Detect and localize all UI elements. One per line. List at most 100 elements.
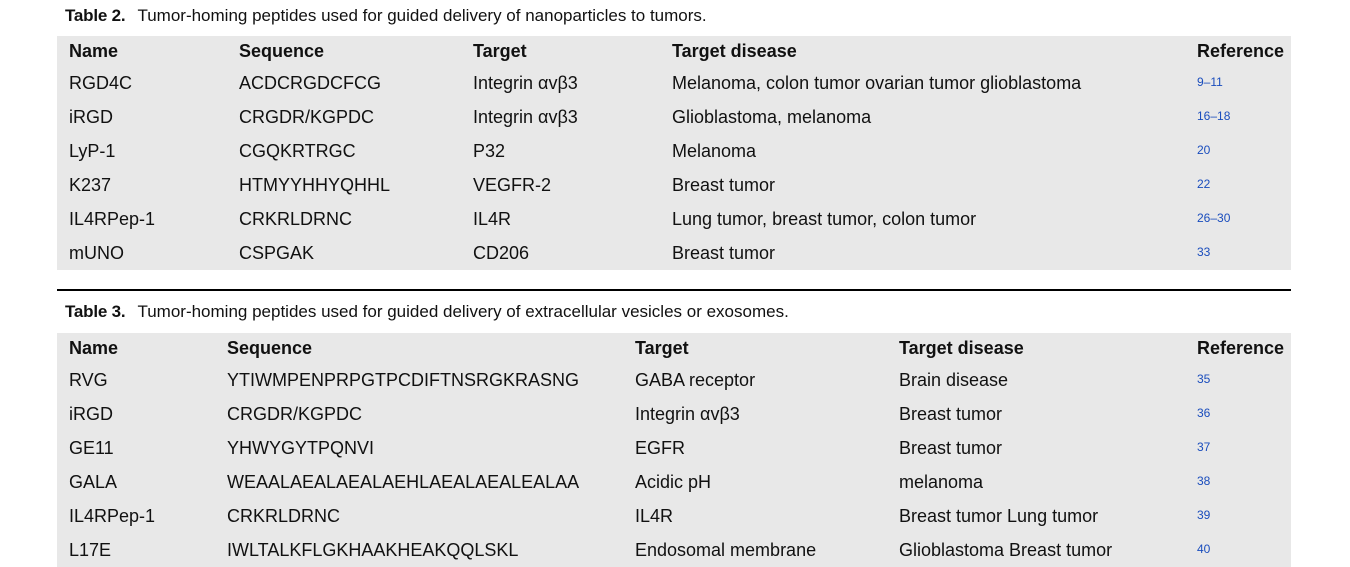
table-row: RGD4C ACDCRGDCFCG Integrin αvβ3 Melanoma, c… <box>57 66 1291 100</box>
table-row: IL4RPep-1 CRKRLDRNC IL4R Breast tumor Lung … <box>57 499 1291 533</box>
cell-sequence: ACDCRGDCFCG <box>239 72 381 93</box>
header-target-disease: Target disease <box>672 40 797 61</box>
table-2-header-row: Name Sequence Target Target disease Refe… <box>57 36 1291 66</box>
header-name: Name <box>69 337 119 358</box>
cell-target-disease: Glioblastoma Breast tumor <box>899 539 1113 560</box>
cell-sequence: WEAALAEALAEALAEHLAEALAEALEALAA <box>227 471 580 492</box>
reference-link[interactable]: 22 <box>1197 177 1211 191</box>
reference-link[interactable]: 36 <box>1197 406 1211 420</box>
table-3-grid: Name Sequence Target Target disease Refe… <box>57 333 1291 567</box>
header-target-disease: Target disease <box>899 337 1024 358</box>
cell-target-disease: Breast tumor <box>672 242 776 263</box>
cell-reference: 22 <box>1185 168 1291 202</box>
table-row: IL4RPep-1 CRKRLDRNC IL4R Lung tumor, breast… <box>57 202 1291 236</box>
table-2-label: Table 2. <box>65 6 126 25</box>
cell-sequence: YTIWMPENPRPGTPCDIFTNSRGKRASNG <box>227 369 580 390</box>
cell-sequence: CSPGAK <box>239 242 315 263</box>
cell-target: EGFR <box>635 437 686 458</box>
cell-name: GE11 <box>69 437 114 458</box>
table-row: GE11 YHWYGYTPQNVI EGFR Breast tumor 37 <box>57 431 1291 465</box>
cell-reference: 36 <box>1185 397 1291 431</box>
cell-sequence: YHWYGYTPQNVI <box>227 437 375 458</box>
cell-name: K237 <box>69 174 112 195</box>
table-2-grid: Name Sequence Target Target disease Refe… <box>57 36 1291 270</box>
cell-name: IL4RPep-1 <box>69 505 156 526</box>
cell-target-disease: Breast tumor <box>899 403 1003 424</box>
header-target: Target <box>473 40 527 61</box>
table-row: GALA WEAALAEALAEALAEHLAEALAEALEALAA Acidic… <box>57 465 1291 499</box>
cell-target: IL4R <box>473 208 512 229</box>
table-row: iRGD CRGDR/KGPDC Integrin αvβ3 Glioblastoma… <box>57 100 1291 134</box>
cell-name: L17E <box>69 539 112 560</box>
reference-link[interactable]: 38 <box>1197 474 1211 488</box>
table-row: L17E IWLTALKFLGKHAAKHEAKQQLSKL Endosomal m… <box>57 533 1291 567</box>
cell-reference: 35 <box>1185 363 1291 397</box>
cell-sequence: CRGDR/KGPDC <box>227 403 363 424</box>
cell-reference: 39 <box>1185 499 1291 533</box>
cell-reference: 40 <box>1185 533 1291 567</box>
table-2: Table 2. Tumor-homing peptides used for g… <box>57 0 1291 270</box>
cell-target-disease: melanoma <box>899 471 984 492</box>
cell-reference: 26–30 <box>1185 202 1291 236</box>
cell-target-disease: Breast tumor Lung tumor <box>899 505 1099 526</box>
reference-link[interactable]: 37 <box>1197 440 1211 454</box>
cell-name: iRGD <box>69 106 113 127</box>
cell-target-disease: Lung tumor, breast tumor, colon tumor <box>672 208 977 229</box>
table-row: iRGD CRGDR/KGPDC Integrin αvβ3 Breast tumor… <box>57 397 1291 431</box>
table-row: RVG YTIWMPENPRPGTPCDIFTNSRGKRASNG GABA rec… <box>57 363 1291 397</box>
header-target: Target <box>635 337 689 358</box>
cell-name: RVG <box>69 369 108 390</box>
cell-target: Integrin αvβ3 <box>473 106 578 127</box>
cell-target-disease: Brain disease <box>899 369 1009 390</box>
table-2-caption: Table 2. Tumor-homing peptides used for g… <box>57 0 1291 36</box>
cell-target: P32 <box>473 140 506 161</box>
table-3-header-row: Name Sequence Target Target disease Refe… <box>57 333 1291 363</box>
reference-link[interactable]: 20 <box>1197 143 1211 157</box>
reference-link[interactable]: 39 <box>1197 508 1211 522</box>
table-2-caption-text: Tumor-homing peptides used for guided de… <box>137 6 707 25</box>
cell-reference: 9–11 <box>1185 66 1291 100</box>
cell-name: IL4RPep-1 <box>69 208 156 229</box>
cell-sequence: CRKRLDRNC <box>227 505 341 526</box>
cell-sequence: CRGDR/KGPDC <box>239 106 375 127</box>
table-3-label: Table 3. <box>65 302 126 321</box>
cell-target: IL4R <box>635 505 674 526</box>
cell-target: Endosomal membrane <box>635 539 817 560</box>
reference-link[interactable]: 35 <box>1197 372 1211 386</box>
cell-target: VEGFR-2 <box>473 174 552 195</box>
reference-link[interactable]: 26–30 <box>1197 211 1231 225</box>
table-3-caption-text: Tumor-homing peptides used for guided de… <box>137 302 789 321</box>
cell-sequence: CRKRLDRNC <box>239 208 353 229</box>
table-3-caption: Table 3. Tumor-homing peptides used for g… <box>57 291 1291 333</box>
table-3-top-rule <box>57 289 1291 291</box>
header-sequence: Sequence <box>227 337 313 358</box>
header-reference: Reference <box>1197 337 1285 358</box>
cell-target-disease: Glioblastoma, melanoma <box>672 106 872 127</box>
reference-link[interactable]: 40 <box>1197 542 1211 556</box>
cell-name: mUNO <box>69 242 124 263</box>
cell-target-disease: Breast tumor <box>899 437 1003 458</box>
reference-link[interactable]: 33 <box>1197 245 1211 259</box>
header-reference: Reference <box>1197 40 1285 61</box>
cell-reference: 38 <box>1185 465 1291 499</box>
table-row: mUNO CSPGAK CD206 Breast tumor 33 <box>57 236 1291 270</box>
cell-reference: 33 <box>1185 236 1291 270</box>
cell-name: iRGD <box>69 403 113 424</box>
cell-target-disease: Melanoma <box>672 140 757 161</box>
table-row: K237 HTMYYHHYQHHL VEGFR-2 Breast tumor 22 <box>57 168 1291 202</box>
cell-reference: 16–18 <box>1185 100 1291 134</box>
reference-link[interactable]: 9–11 <box>1197 75 1223 89</box>
cell-sequence: HTMYYHHYQHHL <box>239 174 391 195</box>
table-3: Table 3. Tumor-homing peptides used for g… <box>57 289 1291 567</box>
header-sequence: Sequence <box>239 40 325 61</box>
cell-target-disease: Breast tumor <box>672 174 776 195</box>
cell-name: RGD4C <box>69 72 133 93</box>
reference-link[interactable]: 16–18 <box>1197 109 1231 123</box>
cell-sequence: IWLTALKFLGKHAAKHEAKQQLSKL <box>227 539 519 560</box>
cell-target: GABA receptor <box>635 369 756 390</box>
cell-target: Integrin αvβ3 <box>473 72 578 93</box>
table-row: LyP-1 CGQKRTRGC P32 Melanoma 20 <box>57 134 1291 168</box>
cell-target: CD206 <box>473 242 530 263</box>
cell-sequence: CGQKRTRGC <box>239 140 356 161</box>
cell-reference: 37 <box>1185 431 1291 465</box>
